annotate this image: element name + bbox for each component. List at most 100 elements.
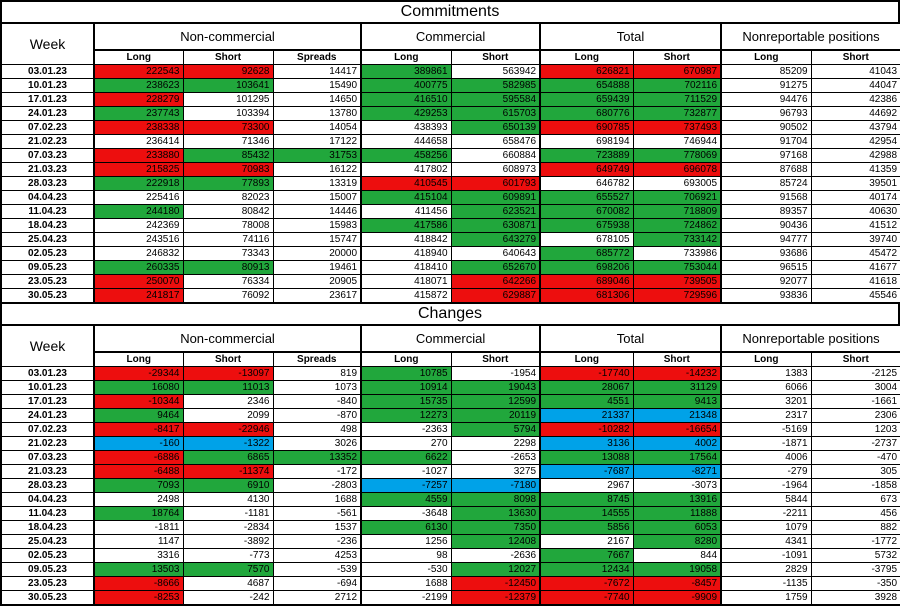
value-cell: -14232 — [632, 366, 723, 381]
value-cell: 98 — [360, 548, 452, 563]
value-cell: 732877 — [632, 106, 723, 121]
value-cell: -3892 — [182, 534, 274, 549]
value-cell: -561 — [272, 506, 363, 521]
value-cell: 241817 — [93, 288, 184, 304]
column-header: Short — [182, 49, 274, 65]
value-cell: 215825 — [93, 162, 184, 177]
value-cell: 19043 — [450, 380, 542, 395]
value-cell: -539 — [272, 562, 363, 577]
week-cell: 23.05.23 — [0, 576, 95, 591]
value-cell: 6622 — [360, 450, 452, 465]
value-cell: 1688 — [272, 492, 363, 507]
column-header: Long — [539, 49, 634, 65]
value-cell: 819 — [272, 366, 363, 381]
value-cell: 1256 — [360, 534, 452, 549]
value-cell: 696078 — [632, 162, 723, 177]
value-cell: 681306 — [539, 288, 634, 304]
value-cell: 458256 — [360, 148, 452, 163]
value-cell: 5844 — [720, 492, 812, 507]
table-row: 04.04.23 225416 82023 15007 415104 609891 6555… — [0, 190, 900, 205]
value-cell: 242369 — [93, 218, 184, 233]
value-cell: 11013 — [182, 380, 274, 395]
value-cell: 389861 — [360, 64, 452, 79]
value-cell: 12599 — [450, 394, 542, 409]
value-cell: 14054 — [272, 120, 363, 135]
value-cell: 723889 — [539, 148, 634, 163]
table-row: 24.01.23 237743 103394 13780 429253 615703 680… — [0, 106, 900, 121]
value-cell: 101295 — [182, 92, 274, 107]
subheader-row: Long Short Spreads Long Short Long Short Long Sh… — [1, 49, 900, 65]
value-cell: 746944 — [632, 134, 723, 149]
value-cell: -1027 — [360, 464, 452, 479]
value-cell: -6886 — [93, 450, 184, 465]
value-cell: 80842 — [182, 204, 274, 219]
value-cell: 85432 — [182, 148, 274, 163]
table-row: 11.04.23 18764 -1181 -561 -3648 13630 14555 118… — [0, 506, 900, 521]
value-cell: 417802 — [360, 162, 452, 177]
week-cell: 10.01.23 — [0, 380, 95, 395]
value-cell: -870 — [272, 408, 363, 423]
value-cell: -29344 — [93, 366, 184, 381]
changes-table: Week Non-commercial Commercial Total Nonrepo… — [0, 324, 900, 606]
value-cell: -22946 — [182, 422, 274, 437]
table-row: 18.04.23 -1811 -2834 1537 6130 7350 5856 6053 10… — [0, 520, 900, 535]
week-cell: 24.01.23 — [0, 408, 95, 423]
value-cell: 418940 — [360, 246, 452, 261]
table-row: 07.02.23 238338 73300 14054 438393 650139 6907… — [0, 120, 900, 135]
week-cell: 09.05.23 — [0, 562, 95, 577]
value-cell: 415104 — [360, 190, 452, 205]
value-cell: 222918 — [93, 176, 184, 191]
value-cell: 270 — [360, 436, 452, 451]
value-cell: 678105 — [539, 232, 634, 247]
group-header: Commercial — [360, 324, 542, 353]
value-cell: 94777 — [720, 232, 812, 247]
value-cell: 3275 — [450, 464, 542, 479]
value-cell: 753044 — [632, 260, 723, 275]
value-cell: 670082 — [539, 204, 634, 219]
column-header: Short — [450, 351, 542, 367]
value-cell: -7687 — [539, 464, 634, 479]
table-row: 02.05.23 246832 73343 20000 418940 640643 6857… — [0, 246, 900, 261]
value-cell: 642266 — [450, 274, 542, 289]
value-cell: 12273 — [360, 408, 452, 423]
value-cell: -1135 — [720, 576, 812, 591]
week-cell: 11.04.23 — [0, 204, 95, 219]
value-cell: -2737 — [810, 436, 900, 451]
value-cell: 652670 — [450, 260, 542, 275]
value-cell: 7350 — [450, 520, 542, 535]
value-cell: 3004 — [810, 380, 900, 395]
value-cell: 733986 — [632, 246, 723, 261]
value-cell: 244180 — [93, 204, 184, 219]
value-cell: 17122 — [272, 134, 363, 149]
changes-table-body: 03.01.23 -29344 -13097 819 10785 -1954 -17740-… — [0, 366, 900, 606]
value-cell: -2653 — [450, 450, 542, 465]
value-cell: 2317 — [720, 408, 812, 423]
value-cell: 711529 — [632, 92, 723, 107]
value-cell: -1091 — [720, 548, 812, 563]
value-cell: -8457 — [632, 576, 723, 591]
value-cell: 20119 — [450, 408, 542, 423]
value-cell: 41043 — [810, 64, 900, 79]
value-cell: 87688 — [720, 162, 812, 177]
value-cell: 23617 — [272, 288, 363, 304]
header-row: Week Non-commercial Commercial Total Nonrepo… — [0, 324, 900, 367]
value-cell: -13097 — [182, 366, 274, 381]
changes-title: Changes — [0, 302, 900, 324]
value-cell: 13503 — [93, 562, 184, 577]
value-cell: 659439 — [539, 92, 634, 107]
column-header: Spreads — [272, 351, 363, 367]
column-header: Long — [360, 49, 452, 65]
value-cell: 94476 — [720, 92, 812, 107]
value-cell: 10785 — [360, 366, 452, 381]
column-header: Short — [810, 351, 900, 367]
group-header: Total — [539, 324, 723, 353]
commitments-table-head: Week Non-commercial Commercial Total Nonrepo… — [0, 22, 900, 65]
value-cell: 415872 — [360, 288, 452, 304]
value-cell: 8098 — [450, 492, 542, 507]
commitments-table-body: 03.01.23 222543 92628 14417 389861 563942 6268… — [0, 64, 900, 304]
column-header: Spreads — [272, 49, 363, 65]
value-cell: -840 — [272, 394, 363, 409]
value-cell: 73300 — [182, 120, 274, 135]
week-cell: 07.03.23 — [0, 450, 95, 465]
value-cell: 15490 — [272, 78, 363, 93]
